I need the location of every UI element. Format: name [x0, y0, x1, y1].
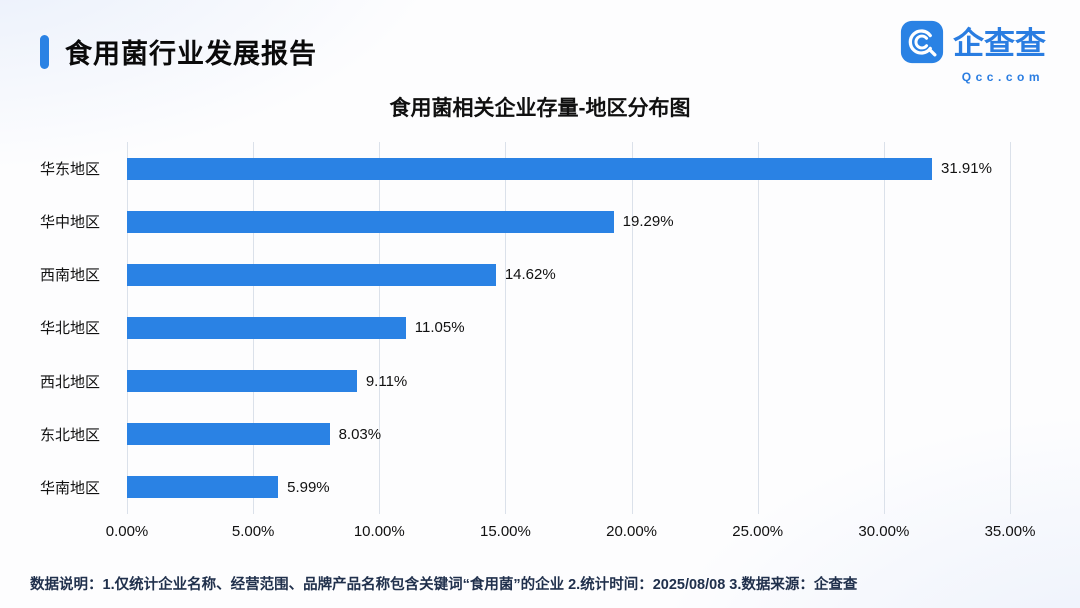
bar-row: 9.11% [127, 355, 1010, 408]
qcc-logo: 企查查 Qcc.com [900, 20, 1046, 84]
page-title: 食用菌行业发展报告 [65, 39, 317, 69]
report-title-block: 食用菌行业发展报告 [40, 32, 317, 71]
bar [127, 157, 933, 180]
x-tick-label: 5.00% [231, 523, 275, 540]
bar-row: 8.03% [127, 408, 1010, 461]
qcc-logo-icon [900, 20, 944, 69]
x-tick-label: 25.00% [732, 523, 784, 540]
bar-row: 5.99% [127, 461, 1010, 514]
bar [127, 263, 496, 286]
bar-value-label: 31.91% [941, 160, 992, 178]
bar [127, 476, 279, 499]
qcc-logo-row: 企查查 [900, 20, 1046, 69]
bar-value-label: 14.62% [504, 266, 556, 284]
bar-value-label: 5.99% [287, 478, 330, 496]
bar [127, 210, 614, 233]
y-axis-label: 华中地区 [40, 214, 101, 232]
x-axis-row: 0.00% 5.00% 10.00% 15.00% 20.00% 25.00% 30.00%… [40, 514, 1036, 544]
bar [127, 316, 406, 339]
qcc-logo-text: 企查查 [953, 26, 1046, 62]
y-axis-label: 西南地区 [40, 267, 101, 285]
y-axis-label: 西北地区 [40, 373, 101, 391]
bar-row: 14.62% [127, 248, 1010, 301]
bar [127, 370, 357, 393]
bar [127, 423, 330, 446]
bar-row: 11.05% [127, 301, 1010, 354]
y-axis-label: 东北地区 [40, 426, 101, 444]
gridline [1010, 142, 1011, 514]
y-axis-labels: 华东地区华中地区西南地区华北地区西北地区东北地区华南地区 [40, 142, 127, 514]
bar-value-label: 11.05% [414, 319, 465, 337]
bar-row: 19.29% [127, 195, 1010, 248]
x-tick-label: 0.00% [105, 523, 149, 540]
gridline [631, 142, 633, 514]
x-axis: 0.00% 5.00% 10.00% 15.00% 20.00% 25.00% 30.00%… [106, 514, 1036, 544]
x-tick-label: 30.00% [858, 523, 910, 540]
y-axis-label: 华南地区 [40, 479, 101, 497]
footer-note: 数据说明：1.仅统计企业名称、经营范围、品牌产品名称包含关键词“食用菌”的企业 … [30, 577, 858, 593]
title-accent-bar [40, 34, 49, 69]
bar-value-label: 19.29% [622, 213, 674, 231]
x-tick-label: 20.00% [606, 523, 657, 540]
header: 食用菌行业发展报告 企查查 Qcc.com [0, 0, 1080, 84]
chart-area: 华东地区华中地区西南地区华北地区西北地区东北地区华南地区 31.91% 19.29… [40, 142, 1011, 514]
y-axis-label: 华北地区 [40, 320, 101, 338]
plot-area: 31.91% 19.29% 14.62% 11.05% 9.11% 8.03% 5.99% [127, 142, 1011, 514]
bar-row: 31.91% [127, 142, 1010, 195]
chart-title: 食用菌相关企业存量-地区分布图 [389, 97, 691, 120]
gridline [883, 142, 885, 514]
gridline [757, 142, 759, 514]
x-tick-label: 35.00% [984, 523, 1036, 540]
y-axis-label: 华东地区 [40, 161, 101, 179]
x-tick-label: 10.00% [353, 523, 405, 540]
bar-value-label: 8.03% [338, 425, 382, 443]
bar-value-label: 9.11% [365, 372, 408, 390]
gridline [505, 142, 507, 514]
qcc-logo-domain: Qcc.com [961, 70, 1044, 84]
x-tick-label: 15.00% [479, 523, 531, 540]
